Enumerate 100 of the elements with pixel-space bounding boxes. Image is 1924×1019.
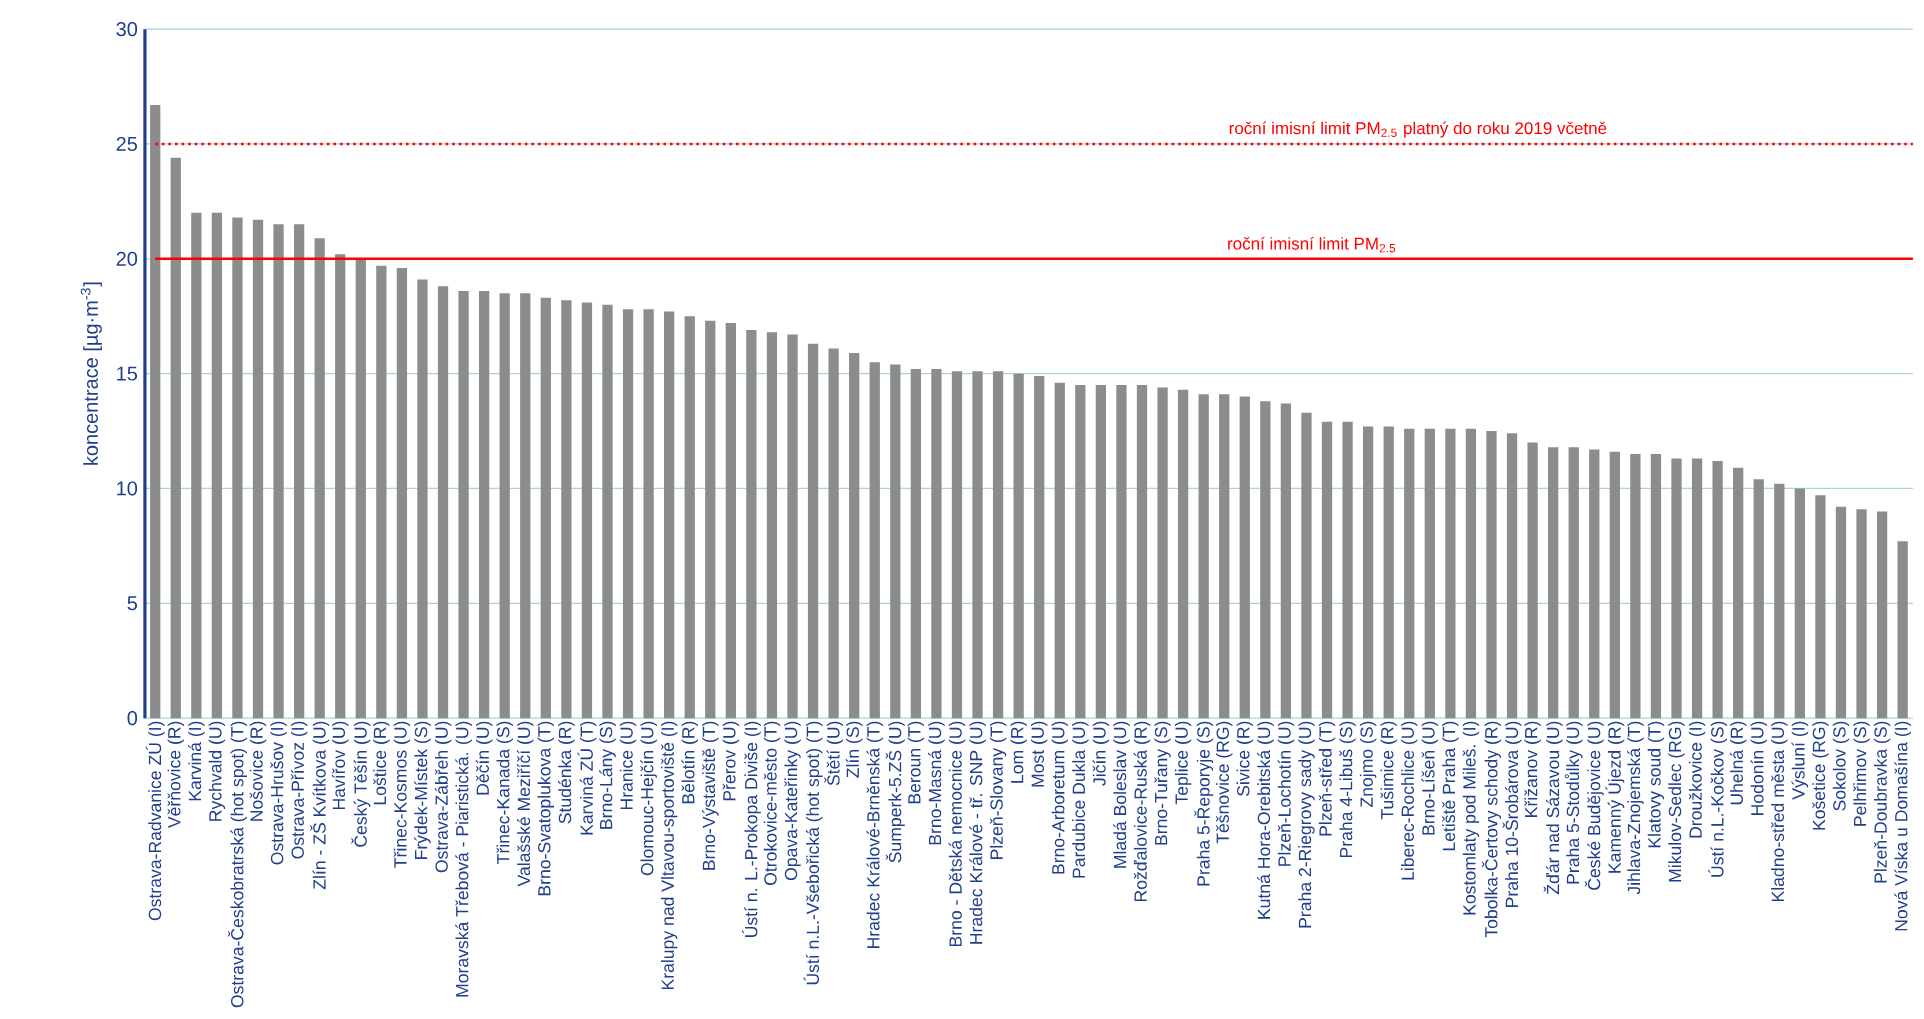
bar xyxy=(1794,488,1805,719)
ref-line-label: roční imisní limit PM$_{2.5}$ xyxy=(1228,236,1396,253)
bar xyxy=(664,311,675,719)
bar xyxy=(1383,426,1394,719)
x-tick-label: Ústí n.L.-Všebořická (hot spot) (T) xyxy=(803,721,823,985)
x-tick-label: Most (U) xyxy=(1031,721,1048,787)
x-tick-label: Žďár nad Sázavou (U) xyxy=(1543,721,1563,895)
bar xyxy=(273,224,284,719)
x-tick-label: Těšnovice (RG) xyxy=(1216,721,1233,844)
x-tick-label: Uhelná (R) xyxy=(1729,721,1747,805)
bar xyxy=(191,212,202,719)
bar xyxy=(828,348,839,719)
x-tick-label: Droužkovice (I) xyxy=(1688,721,1706,838)
bar xyxy=(540,297,551,719)
bar xyxy=(1136,385,1148,719)
bar xyxy=(1815,495,1826,719)
bar xyxy=(1733,467,1744,719)
x-tick-label: Křižanov (R) xyxy=(1524,721,1541,817)
bar xyxy=(1753,479,1764,719)
bar xyxy=(787,334,798,719)
x-tick-label: Ostrava-Radvanice ZÚ (I) xyxy=(145,721,165,921)
x-tick-label: Sivice (R) xyxy=(1236,721,1253,797)
bar xyxy=(972,371,983,719)
x-tick-label: Ostrava-Českobratrská (hot spot) (T) xyxy=(227,721,247,1008)
x-tick-label: Letiště Praha (T) xyxy=(1442,721,1459,851)
x-tick-label: Zlín (S) xyxy=(845,721,863,778)
bar xyxy=(1589,449,1600,719)
x-tick-label: Plzeň-Slovany (T) xyxy=(989,721,1007,859)
x-tick-label: Šumperk-5.ZŠ (U) xyxy=(885,721,905,863)
x-tick-label: Brno-Lány (S) xyxy=(599,721,616,829)
bar xyxy=(1506,433,1518,719)
bar xyxy=(1774,483,1785,719)
y-tick-label: 25 xyxy=(116,136,138,152)
bar xyxy=(1198,394,1209,719)
x-tick-label: Výsluní (I) xyxy=(1791,721,1809,800)
x-tick-label: Hodonín (U) xyxy=(1750,721,1768,815)
bar xyxy=(1712,460,1723,719)
bar xyxy=(252,219,264,719)
x-tick-label: Ostrava-Hrušov (I) xyxy=(270,721,287,865)
bar xyxy=(1157,387,1168,719)
x-tick-label: Brno-Arboretum (U) xyxy=(1051,721,1068,874)
x-tick-label: Teplice (U) xyxy=(1174,721,1192,805)
y-tick-label: 15 xyxy=(117,366,138,381)
ref-line-label: roční imisní limit PM$_{2.5}$ platný do roku 2019 včetně xyxy=(1229,121,1607,138)
x-tick-label: Kostomlaty pod Mileš. (I) xyxy=(1462,721,1480,915)
x-tick-label: Jičín (U) xyxy=(1092,721,1110,786)
bar xyxy=(1013,373,1024,719)
bar xyxy=(1568,447,1579,719)
bar xyxy=(458,290,469,719)
x-tick-label: Hradec Králové-Brněnská (T) xyxy=(866,721,884,948)
x-tick-label: Tušimice (R) xyxy=(1380,721,1397,820)
x-tick-label: Plzeň-střed (T) xyxy=(1318,721,1336,836)
x-tick-label: Třinec-Kosmos (U) xyxy=(393,721,411,868)
bar xyxy=(396,267,408,719)
x-tick-label: Bělotín (R) xyxy=(681,721,699,804)
x-tick-label: Praha 5-Stodůlky (U) xyxy=(1564,721,1583,884)
x-tick-label: Mikulov-Sedlec (RG) xyxy=(1668,721,1685,882)
bar xyxy=(1650,454,1662,719)
x-tick-label: Brno-Svatoplukova (T) xyxy=(537,721,555,896)
bar xyxy=(1219,394,1230,719)
x-tick-label: Havířov (U) xyxy=(331,721,349,810)
bar xyxy=(1856,509,1867,719)
bar xyxy=(725,323,736,719)
x-tick-label: Pardubice Dukla (U) xyxy=(1072,721,1089,878)
x-tick-label: Beroun (T) xyxy=(907,721,925,804)
bar xyxy=(479,290,490,719)
x-tick-label: Jihlava-Znojemská (T) xyxy=(1627,721,1644,895)
x-tick-label: Ostrava-Zábřeh (U) xyxy=(434,721,452,873)
bar xyxy=(1486,431,1497,719)
x-tick-label: Nošovice (R) xyxy=(249,721,267,821)
bar xyxy=(1054,382,1065,719)
bar xyxy=(1095,385,1107,719)
x-tick-label: Věřňovice (R) xyxy=(167,721,184,829)
bar xyxy=(1404,428,1415,719)
bar xyxy=(170,157,181,719)
x-tick-label: Hradec Králové - tř. SNP (U) xyxy=(969,721,986,944)
x-tick-label: Plzeň-Lochotín (U) xyxy=(1277,721,1295,866)
y-axis-title: koncentrace [µg·m$^{-3}$] xyxy=(80,282,102,465)
x-tick-label: Děčín (U) xyxy=(475,721,493,795)
bar xyxy=(1177,389,1189,719)
x-tick-label: Rožďalovice-Ruská (R) xyxy=(1133,721,1151,902)
bar xyxy=(1239,396,1250,719)
x-tick-label: Opava-Kateřinky (U) xyxy=(784,721,801,881)
x-tick-label: Ústí n. L.-Prokopa Diviše (I) xyxy=(741,721,761,937)
bar xyxy=(622,309,634,719)
x-tick-label: Český Těšín (U) xyxy=(351,721,371,847)
bar xyxy=(931,369,942,719)
x-tick-label: Karviná (I) xyxy=(188,721,205,801)
bar xyxy=(766,332,778,719)
bar xyxy=(1671,458,1682,719)
x-tick-label: České Budějovice (U) xyxy=(1584,721,1604,890)
y-tick-label: 20 xyxy=(116,251,138,266)
x-tick-label: Rychvald (U) xyxy=(208,721,226,821)
x-tick-label: Brno-Líšeň (U) xyxy=(1421,721,1439,835)
x-tick-label: Ostrava-Přívoz (I) xyxy=(290,721,308,859)
bar xyxy=(869,362,880,719)
x-tick-label: Praha 2-Riegrovy sady (U) xyxy=(1298,721,1315,928)
x-tick-label: Frýdek-Místek (S) xyxy=(414,721,431,859)
bar xyxy=(1465,428,1477,719)
bar xyxy=(1280,403,1292,719)
